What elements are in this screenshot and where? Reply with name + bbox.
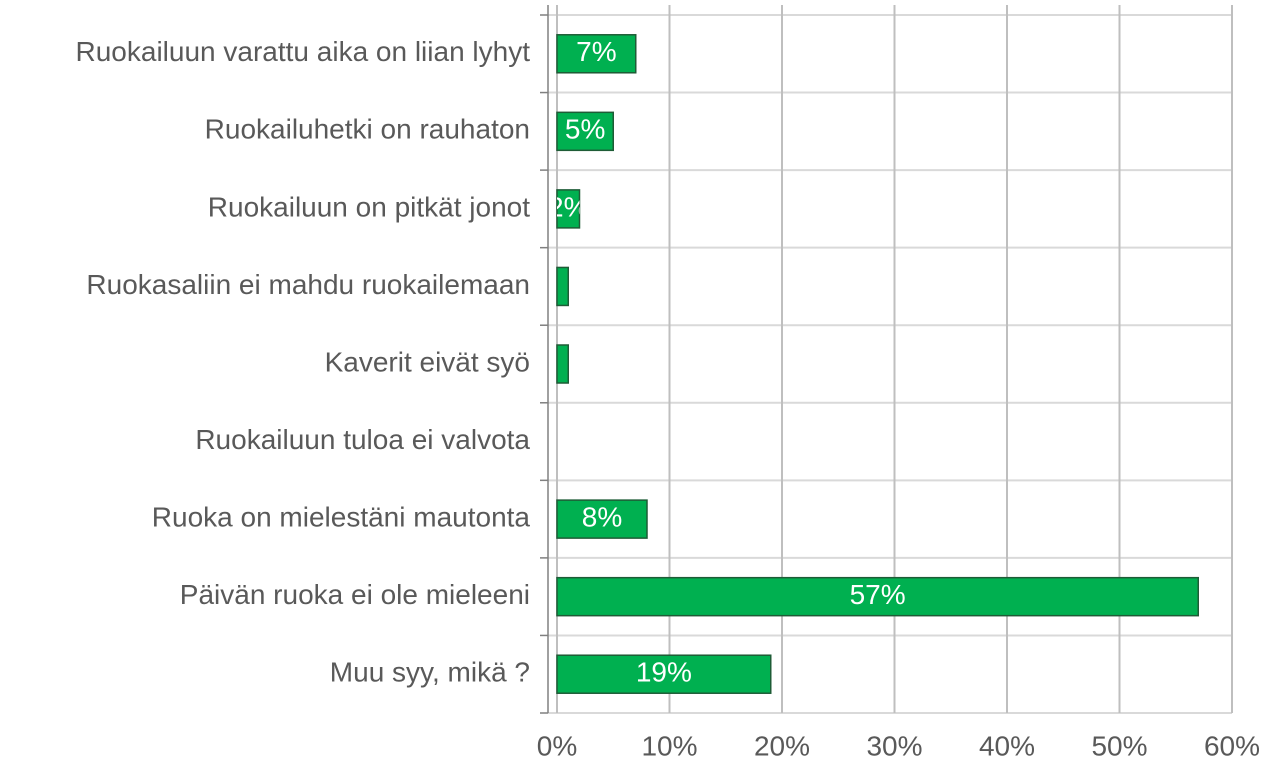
value-label: 8% [582, 502, 622, 533]
y-tick-label: Kaverit eivät syö [325, 346, 530, 377]
bar [556, 266, 569, 307]
bar [556, 344, 569, 384]
y-tick-label: Ruoka on mielestäni mautonta [152, 502, 531, 533]
y-tick-label: Päivän ruoka ei ole mieleeni [180, 579, 530, 610]
value-label: 57% [850, 579, 906, 610]
y-tick-label: Ruokailuun tuloa ei valvota [195, 424, 530, 455]
y-tick-label: Ruokailuhetki on rauhaton [205, 114, 530, 145]
bar [556, 34, 637, 74]
y-tick-label: Ruokailuun varattu aika on liian lyhyt [76, 36, 531, 67]
value-label: 7% [576, 36, 616, 67]
y-tick-label: Muu syy, mikä ? [330, 657, 530, 688]
x-tick-label: 60% [1204, 730, 1260, 761]
x-tick-label: 40% [979, 730, 1035, 761]
value-label: 2% [548, 191, 588, 222]
x-tick-label: 50% [1091, 730, 1147, 761]
y-tick-label: Ruokailuun on pitkät jonot [208, 191, 530, 222]
bar [556, 576, 1199, 617]
bar [556, 189, 581, 229]
bar [556, 111, 614, 152]
x-tick-label: 10% [641, 730, 697, 761]
bar [556, 654, 772, 694]
value-label: 19% [636, 657, 692, 688]
x-tick-label: 30% [866, 730, 922, 761]
value-label: 5% [565, 114, 605, 145]
x-tick-label: 20% [754, 730, 810, 761]
x-tick-label: 0% [537, 730, 577, 761]
y-tick-label: Ruokasaliin ei mahdu ruokailemaan [86, 269, 530, 300]
bar [556, 499, 648, 539]
